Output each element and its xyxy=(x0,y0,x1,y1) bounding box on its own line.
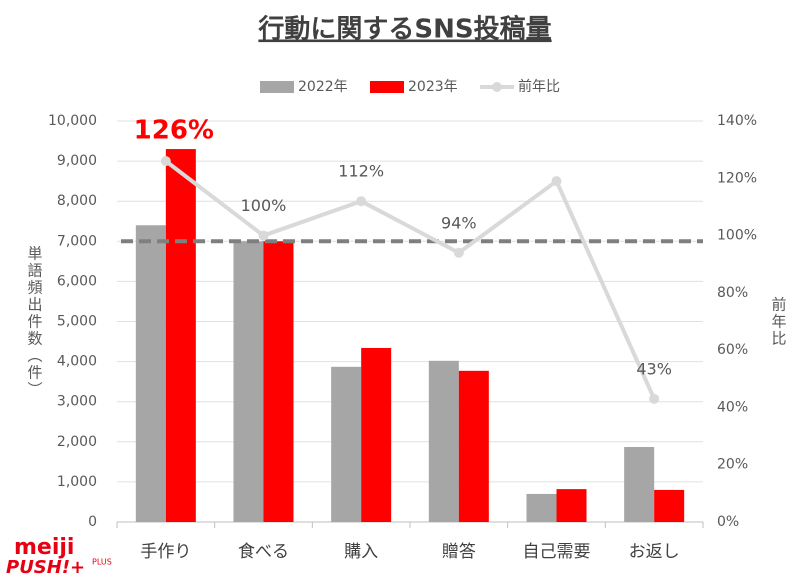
x-tick-label: 購入 xyxy=(344,542,378,562)
y-tick-label: 3,000 xyxy=(57,394,97,410)
bar xyxy=(165,149,196,522)
data-label: 112% xyxy=(338,162,384,181)
y2-axis-label: 前年比 xyxy=(770,297,788,348)
y-tick-label: 5,000 xyxy=(57,314,97,330)
legend-swatch xyxy=(260,81,294,93)
y-axis-label: 単語頻出件数（件） xyxy=(26,246,44,399)
bar xyxy=(135,225,166,522)
y2-tick-label: 0% xyxy=(717,514,739,530)
line-point xyxy=(649,393,660,404)
y-tick-label: 8,000 xyxy=(57,193,97,209)
line-point xyxy=(160,156,171,167)
legend-label: 前年比 xyxy=(518,78,560,95)
line-series xyxy=(164,159,656,400)
bar xyxy=(526,493,557,522)
x-tick-label: お返し xyxy=(629,542,680,562)
bar xyxy=(428,360,459,522)
bar xyxy=(556,489,587,522)
line-point xyxy=(551,176,562,187)
y-tick-label: 4,000 xyxy=(57,354,97,370)
legend-label: 2022年 xyxy=(298,79,348,95)
bar xyxy=(654,489,685,522)
line-point xyxy=(258,230,269,241)
y-tick-label: 7,000 xyxy=(57,233,97,249)
bar xyxy=(361,347,392,522)
logo-tag: PLUS xyxy=(92,558,112,567)
y2-tick-label: 20% xyxy=(717,457,748,473)
line-point xyxy=(356,196,367,207)
bar xyxy=(331,366,362,522)
x-tick-label: 自己需要 xyxy=(523,542,591,562)
data-label: 100% xyxy=(241,196,287,215)
logo-brand: meiji xyxy=(14,535,74,560)
data-label: 126% xyxy=(134,116,214,146)
y2-tick-label: 60% xyxy=(717,342,748,358)
data-label: 43% xyxy=(636,359,672,378)
y2-tick-label: 40% xyxy=(717,399,748,415)
bar xyxy=(624,447,655,522)
y2-tick-label: 140% xyxy=(717,113,757,129)
legend-swatch xyxy=(492,82,502,92)
logo-name: PUSH!+ xyxy=(6,557,85,578)
y2-tick-label: 80% xyxy=(717,285,748,301)
chart-title: 行動に関するSNS投稿量 xyxy=(257,14,551,45)
bar xyxy=(263,241,294,523)
legend-swatch xyxy=(370,81,404,93)
legend-label: 2023年 xyxy=(408,79,458,95)
x-tick-label: 食べる xyxy=(238,542,289,562)
y2-tick-label: 120% xyxy=(717,170,757,186)
bar xyxy=(233,241,264,523)
data-label: 94% xyxy=(441,213,477,232)
y-tick-label: 2,000 xyxy=(57,434,97,450)
y-tick-label: 0 xyxy=(88,514,97,530)
y-tick-label: 10,000 xyxy=(48,113,97,129)
y-tick-label: 1,000 xyxy=(57,474,97,490)
x-tick-label: 手作り xyxy=(140,542,191,562)
y-tick-label: 9,000 xyxy=(57,153,97,169)
line-point xyxy=(453,247,464,258)
x-tick-label: 贈答 xyxy=(442,542,476,562)
y-tick-label: 6,000 xyxy=(57,273,97,289)
y2-tick-label: 100% xyxy=(717,228,757,244)
bar xyxy=(458,370,489,522)
